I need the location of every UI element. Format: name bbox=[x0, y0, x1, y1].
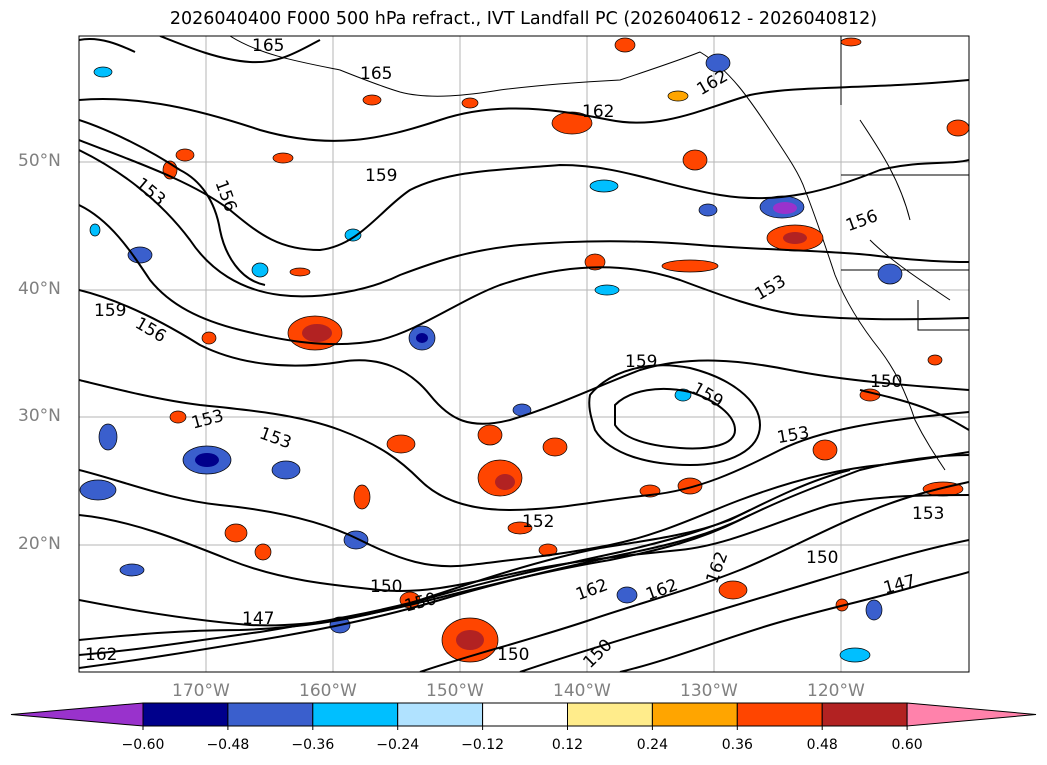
contour-label: 159 bbox=[94, 301, 126, 321]
colorbar-swatch bbox=[482, 702, 569, 727]
contour-label: 153 bbox=[912, 504, 944, 524]
lat-label-30n: 30°N bbox=[18, 406, 61, 426]
contour-label: 150 bbox=[870, 372, 902, 392]
colorbar-extend-low bbox=[10, 702, 144, 727]
lat-label-20n: 20°N bbox=[18, 534, 61, 554]
colorbar-extend-high bbox=[906, 702, 1037, 727]
colorbar-tick-label: 0.24 bbox=[636, 737, 668, 753]
lon-label-140w: 140°W bbox=[553, 681, 611, 701]
colorbar-swatch bbox=[227, 702, 314, 727]
colorbar-swatch bbox=[142, 702, 229, 727]
contour-label: 165 bbox=[252, 36, 284, 56]
contour-label: 162 bbox=[85, 645, 117, 665]
colorbar-tick-label: −0.48 bbox=[206, 737, 250, 753]
lon-label-150w: 150°W bbox=[426, 681, 484, 701]
colorbar-swatch bbox=[821, 702, 908, 727]
gridlines bbox=[79, 36, 969, 672]
colorbar bbox=[10, 702, 1037, 730]
contour-label: 152 bbox=[522, 512, 554, 532]
contour-label: 147 bbox=[242, 609, 274, 629]
map-frame bbox=[78, 35, 970, 673]
colorbar-tick-label: −0.60 bbox=[121, 737, 165, 753]
colorbar-tick-label: −0.36 bbox=[291, 737, 335, 753]
map-title: 2026040400 F000 500 hPa refract., IVT La… bbox=[169, 9, 878, 29]
positive-anomalies bbox=[162, 37, 969, 663]
contour-label: 159 bbox=[365, 166, 397, 186]
colorbar-tick-label: 0.12 bbox=[551, 737, 584, 753]
lon-label-120w: 120°W bbox=[807, 681, 865, 701]
contour-label: 150 bbox=[370, 577, 402, 597]
colorbar-tick-label: 0.60 bbox=[891, 737, 923, 753]
colorbar-swatch bbox=[312, 702, 399, 727]
colorbar-tick-label: −0.24 bbox=[376, 737, 420, 753]
colorbar-tick-label: −0.12 bbox=[461, 737, 505, 753]
contour-label: 165 bbox=[360, 64, 392, 84]
lon-label-170w: 170°W bbox=[172, 681, 230, 701]
colorbar-tick-label: 0.48 bbox=[806, 737, 838, 753]
colorbar-swatch bbox=[397, 702, 484, 727]
lat-label-50n: 50°N bbox=[18, 151, 61, 171]
colorbar-swatch bbox=[567, 702, 653, 727]
colorbar-swatch bbox=[736, 702, 823, 727]
contour-label: 150 bbox=[497, 645, 529, 665]
lon-label-160w: 160°W bbox=[299, 681, 357, 701]
coastlines bbox=[229, 36, 969, 471]
lat-label-40n: 40°N bbox=[18, 279, 61, 299]
contours bbox=[79, 36, 969, 672]
colorbar-tick-label: 0.36 bbox=[721, 737, 753, 753]
lon-label-130w: 130°W bbox=[680, 681, 738, 701]
colorbar-swatch bbox=[651, 702, 738, 727]
contour-label: 162 bbox=[582, 102, 614, 122]
contour-label: 159 bbox=[625, 352, 657, 372]
contour-label: 150 bbox=[806, 548, 838, 568]
